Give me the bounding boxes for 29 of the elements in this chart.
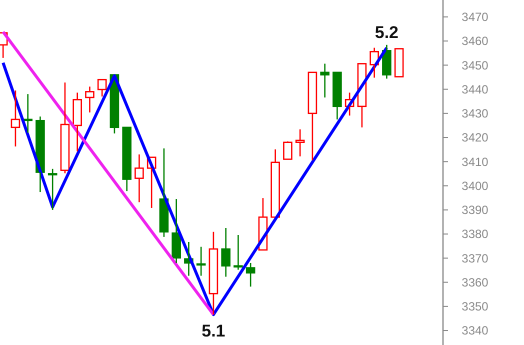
candlestick: [85, 86, 94, 114]
y-tick-label: 3410: [462, 154, 489, 169]
y-tick-label: 3470: [462, 10, 489, 24]
candlestick: [36, 116, 45, 193]
candlestick: [172, 198, 181, 264]
y-tick-label: 3420: [462, 130, 489, 145]
line-series: [2, 46, 388, 316]
candlestick: [234, 234, 243, 270]
candlestick: [208, 231, 218, 316]
candlestick: [134, 154, 144, 203]
candlestick: [295, 128, 305, 157]
candlestick: [10, 90, 20, 148]
y-tick-label: 3390: [462, 203, 489, 218]
y-tick-label: 3350: [462, 300, 489, 314]
annotation: 5.1: [202, 322, 226, 341]
y-tick-label: 3360: [462, 275, 489, 290]
annotation: 5.2: [374, 22, 399, 42]
y-tick-label: 3400: [462, 178, 489, 193]
y-tick-label: 3430: [462, 106, 489, 121]
y-tick-label: 3340: [462, 324, 489, 338]
y-tick-label: 3450: [462, 58, 489, 72]
y-tick-label: 3460: [462, 34, 489, 48]
candlestick: [382, 44, 392, 80]
y-tick-label: 3370: [462, 251, 489, 266]
candlestick: [221, 227, 230, 278]
candlestick: [72, 92, 82, 152]
y-tick-label: 3440: [462, 82, 489, 96]
y-tick-label: 3380: [462, 227, 489, 242]
candlestick: [320, 63, 330, 98]
